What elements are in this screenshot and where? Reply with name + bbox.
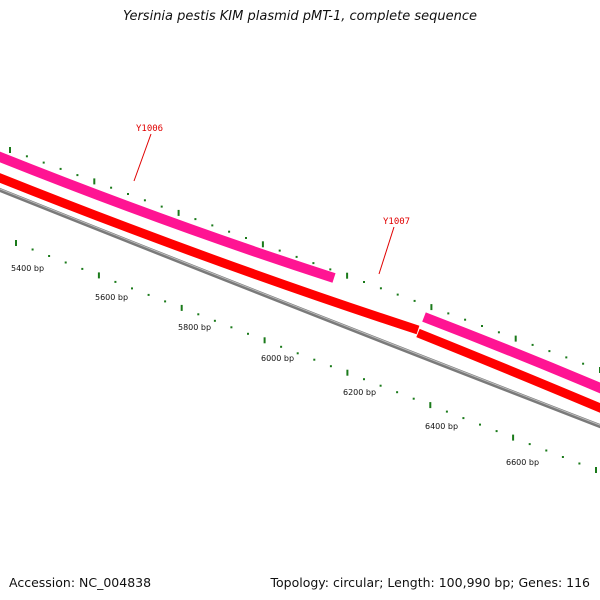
gene-label-y1006[interactable]: Y1006 <box>136 124 163 134</box>
scale-label: 6400 bp <box>425 422 458 431</box>
backbone-highlight <box>0 188 600 426</box>
scale-label: 5600 bp <box>95 293 128 302</box>
upper-tick-row <box>9 147 600 373</box>
scale-label: 5800 bp <box>178 323 211 332</box>
accession-text: Accession: NC_004838 <box>9 575 152 590</box>
gene-leader-y1007 <box>378 226 395 275</box>
forward-feature-2[interactable] <box>416 328 600 413</box>
scale-label: 6600 bp <box>506 458 539 467</box>
gene-leader-y1006 <box>133 133 152 182</box>
scale-label: 6000 bp <box>261 354 294 363</box>
forward-feature-1[interactable] <box>0 173 420 335</box>
topology-summary: Topology: circular; Length: 100,990 bp; … <box>270 575 591 590</box>
map-title: Yersinia pestis KIM plasmid pMT-1, compl… <box>122 9 478 24</box>
backbone-track <box>0 187 600 429</box>
cds-block-y1007[interactable] <box>422 312 600 394</box>
cds-block-y1006[interactable] <box>0 151 336 283</box>
scale-tick-row <box>15 240 597 473</box>
scale-label: 5400 bp <box>11 264 44 273</box>
scale-label: 6200 bp <box>343 388 376 397</box>
gene-label-y1007[interactable]: Y1007 <box>383 217 410 227</box>
